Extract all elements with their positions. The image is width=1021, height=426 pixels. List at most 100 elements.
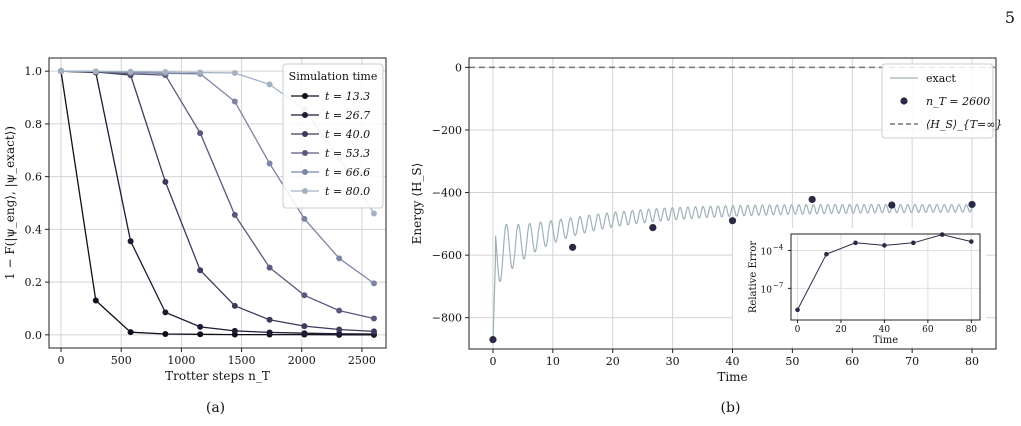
data-point bbox=[336, 307, 343, 314]
data-point bbox=[301, 330, 308, 337]
legend-box bbox=[881, 63, 994, 139]
data-point bbox=[336, 255, 343, 262]
data-point bbox=[58, 68, 65, 75]
data-point bbox=[911, 240, 916, 246]
data-point bbox=[336, 330, 343, 337]
data-point bbox=[162, 178, 169, 185]
data-point bbox=[489, 336, 497, 344]
x-tick-label: 1000 bbox=[167, 354, 195, 367]
y-tick-label: −400 bbox=[432, 187, 462, 200]
y-tick-label: 0.6 bbox=[25, 171, 43, 184]
data-point bbox=[197, 267, 204, 274]
legend-label: t = 53.3 bbox=[325, 147, 370, 160]
legend: exact n_T = 2600 ⟨H_S⟩_{T=∞} bbox=[881, 63, 1002, 139]
x-tick-label: 60 bbox=[922, 325, 934, 335]
y-tick-label: −800 bbox=[432, 312, 462, 325]
data-point bbox=[336, 326, 343, 333]
data-point bbox=[370, 328, 377, 335]
panel-caption: (b) bbox=[721, 400, 741, 416]
data-point bbox=[127, 329, 134, 336]
x-tick-label: 0 bbox=[58, 354, 65, 367]
y-tick-label: 10 bbox=[761, 285, 773, 295]
data-point bbox=[92, 68, 99, 75]
legend-marker bbox=[302, 131, 308, 137]
x-tick-label: 0 bbox=[489, 355, 496, 368]
panel-caption: (a) bbox=[206, 400, 225, 416]
y-axis-label: Energy ⟨H_S⟩ bbox=[410, 163, 424, 245]
data-point bbox=[939, 232, 945, 237]
x-tick-label: 80 bbox=[966, 325, 978, 335]
data-point bbox=[649, 223, 657, 232]
data-point bbox=[92, 297, 99, 304]
data-point bbox=[231, 211, 238, 218]
x-tick-label: 20 bbox=[835, 325, 847, 335]
y-axis-label: 1 − F(|ψ_eng⟩, |ψ_exact⟩) bbox=[3, 126, 17, 280]
x-tick-label: 0 bbox=[795, 325, 801, 335]
x-tick-label: 2000 bbox=[288, 354, 316, 367]
legend-marker bbox=[302, 188, 308, 194]
data-point bbox=[569, 243, 577, 251]
legend-label: t = 40.0 bbox=[325, 128, 370, 141]
x-axis-label: Time bbox=[717, 370, 747, 384]
y-tick-exponent: −7 bbox=[773, 281, 783, 289]
data-point bbox=[370, 210, 377, 217]
legend-title: Simulation time bbox=[289, 70, 378, 83]
y-tick-label: 10 bbox=[761, 247, 773, 257]
data-point bbox=[301, 323, 308, 330]
data-point bbox=[197, 323, 204, 330]
y-tick-label: 0.4 bbox=[25, 223, 43, 236]
x-tick-label: 30 bbox=[666, 355, 680, 368]
x-tick-label: 50 bbox=[785, 355, 799, 368]
data-point bbox=[882, 243, 887, 248]
panel-b: 0 10 20 30 40 50 60 70 80 0 −200 −400 −600 −800 Time En… bbox=[410, 57, 1002, 416]
data-point bbox=[266, 316, 273, 323]
y-tick-label: −600 bbox=[432, 249, 462, 262]
legend-marker bbox=[302, 150, 308, 156]
data-point bbox=[853, 240, 858, 246]
series-line bbox=[60, 70, 375, 335]
series-line bbox=[60, 70, 375, 320]
data-point bbox=[127, 238, 134, 245]
legend-marker bbox=[302, 169, 308, 175]
data-point bbox=[197, 69, 204, 76]
y-tick-label: 0.0 bbox=[25, 329, 43, 342]
panel-a: 0 500 1000 1500 2000 2500 0.0 0.2 0.4 0.6 0.8 1.0 Tr… bbox=[3, 57, 387, 416]
inset-y-label: Relative Error bbox=[748, 241, 759, 313]
data-point bbox=[231, 70, 238, 77]
data-point bbox=[728, 217, 737, 225]
data-point bbox=[370, 315, 377, 322]
inset-frame bbox=[790, 233, 981, 321]
legend-label: t = 13.3 bbox=[325, 90, 370, 103]
x-tick-label: 10 bbox=[546, 355, 560, 368]
legend-marker bbox=[302, 93, 308, 99]
legend: Simulation time t = 13.3 t = 26.7 t = 40.0 t… bbox=[282, 63, 384, 209]
legend-label: n_T = 2600 bbox=[926, 95, 990, 108]
data-point bbox=[127, 68, 134, 75]
data-point bbox=[231, 302, 238, 309]
legend-label: exact bbox=[926, 72, 956, 85]
data-point bbox=[266, 81, 273, 88]
legend-label: t = 66.6 bbox=[325, 166, 370, 179]
data-point bbox=[197, 130, 204, 137]
x-tick-label: 2500 bbox=[348, 354, 376, 367]
legend-label: t = 26.7 bbox=[325, 109, 370, 122]
series-line bbox=[60, 71, 374, 336]
x-tick-label: 80 bbox=[965, 355, 979, 368]
legend-label: ⟨H_S⟩_{T=∞} bbox=[926, 118, 1002, 131]
data-point bbox=[795, 307, 800, 313]
data-point bbox=[162, 309, 169, 316]
data-point bbox=[197, 331, 204, 338]
y-tick-label: 0.8 bbox=[25, 118, 43, 131]
data-point bbox=[301, 215, 308, 222]
data-point bbox=[266, 329, 273, 336]
x-tick-label: 40 bbox=[726, 355, 740, 368]
y-tick-label: 0.2 bbox=[25, 276, 43, 289]
inset-background bbox=[733, 228, 986, 346]
x-tick-label: 1500 bbox=[228, 354, 256, 367]
data-point bbox=[808, 195, 816, 204]
y-tick-label: 1.0 bbox=[25, 65, 43, 78]
page-number: 5 bbox=[1004, 8, 1015, 27]
data-point bbox=[162, 331, 169, 338]
x-tick-label: 70 bbox=[905, 355, 919, 368]
